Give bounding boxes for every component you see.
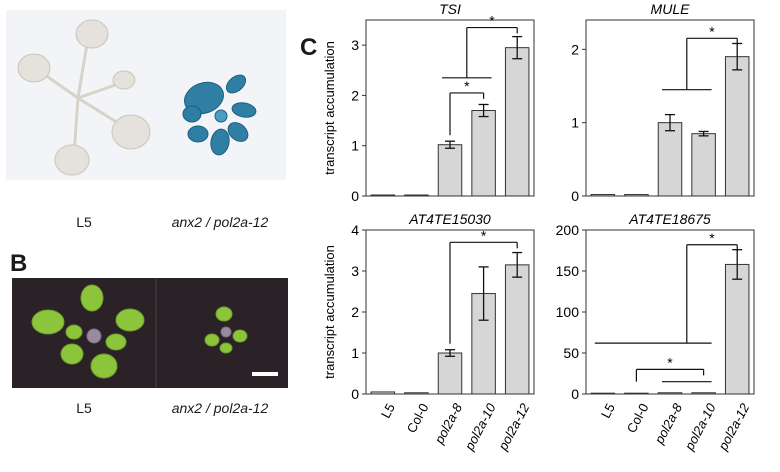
- chart-4-bar: [691, 392, 716, 395]
- chart-4-xtick-label: pol2a-12: [715, 400, 753, 453]
- chart-3-xtick-label: Col-0: [404, 401, 432, 435]
- chart-2-bar: [590, 194, 616, 197]
- chart-4-ytick-label: 150: [556, 263, 580, 279]
- chart-4-xtick-label: Col-0: [624, 401, 652, 435]
- chart-3-ytick-label: 4: [351, 222, 359, 238]
- panel-a-photo: [6, 10, 286, 180]
- chart-4-bar: [590, 392, 616, 395]
- chart-4-ytick-label: 100: [556, 304, 580, 320]
- mutant-gus-rosette: [182, 74, 257, 156]
- chart-2-ytick-label: 2: [571, 41, 579, 57]
- chart-1-bar: [437, 144, 463, 197]
- chart-2-bar: [624, 194, 649, 197]
- chart-4-ytick-label: 200: [556, 222, 580, 238]
- chart-3-title: AT4TE15030: [408, 211, 491, 227]
- l5-gus-rosette: [17, 19, 151, 176]
- chart-3-bar: [404, 392, 429, 395]
- chart-1-ytick-label: 2: [351, 87, 359, 103]
- l5-seedling: [31, 284, 145, 379]
- chart-2-bar: [657, 122, 683, 197]
- chart-3-ytick-label: 1: [351, 345, 359, 361]
- chart-4-significance-star: *: [667, 354, 673, 370]
- panel-c-letter: C: [300, 34, 318, 61]
- chart-1-ylabel: transcript accumulation: [322, 41, 337, 175]
- chart-4-significance-star: *: [709, 230, 715, 246]
- scale-bar: [252, 372, 278, 376]
- chart-1-ytick-label: 1: [351, 138, 359, 154]
- chart-2-title: MULE: [651, 1, 691, 17]
- chart-4-bar: [657, 392, 683, 395]
- chart-3-bar: [437, 352, 463, 395]
- chart-2-bar: [691, 133, 716, 197]
- chart-4-ytick-label: 0: [571, 386, 579, 402]
- chart-4-ytick-label: 50: [563, 345, 579, 361]
- chart-3-ytick-label: 2: [351, 304, 359, 320]
- chart-1-title: TSI: [439, 1, 461, 17]
- chart-1-ytick-label: 3: [351, 37, 359, 53]
- mutant-seedling: [204, 306, 248, 354]
- panel-a-left-label: L5: [76, 214, 92, 230]
- chart-4-xtick-label: pol2a-10: [681, 400, 719, 453]
- chart-3-xtick-label: pol2a-8: [431, 400, 465, 447]
- chart-1-bar: [370, 194, 396, 197]
- chart-3-ytick-label: 0: [351, 386, 359, 402]
- chart-4-xtick-label: L5: [598, 401, 618, 421]
- panel-b-photo: [12, 278, 288, 388]
- panel-a-right-label: anx2 / pol2a-12: [171, 214, 269, 230]
- chart-1-significance-star: *: [464, 78, 470, 94]
- chart-1-significance-star: *: [489, 13, 495, 29]
- panel-b-letter: B: [10, 250, 28, 277]
- chart-3-xtick-label: pol2a-10: [461, 400, 499, 453]
- chart-1-bar: [471, 110, 496, 197]
- chart-3-ytick-label: 3: [351, 263, 359, 279]
- chart-2-bar: [724, 56, 750, 197]
- panel-b-left-label: L5: [76, 400, 92, 416]
- chart-4-bar: [624, 392, 649, 395]
- chart-4-title: AT4TE18675: [628, 211, 711, 227]
- chart-4-bar: [724, 263, 750, 395]
- chart-3-significance-star: *: [481, 227, 487, 243]
- panel-c-charts: TSI 0 1 2 3 transcript accumulation * * MULE 0 1 2 *…: [322, 1, 755, 453]
- chart-1-ytick-label: 0: [351, 188, 359, 204]
- chart-3-xtick-label: L5: [378, 401, 398, 421]
- chart-1-bar: [404, 194, 429, 197]
- chart-2-ytick-label: 0: [571, 188, 579, 204]
- chart-3-ylabel: transcript accumulation: [322, 245, 337, 379]
- chart-3-bar: [504, 264, 530, 395]
- chart-3-xtick-label: pol2a-12: [495, 400, 533, 453]
- panel-b-right-label: anx2 / pol2a-12: [171, 400, 269, 416]
- chart-4-xtick-label: pol2a-8: [651, 400, 685, 447]
- chart-1-bar: [504, 47, 530, 197]
- chart-2-ytick-label: 1: [571, 115, 579, 131]
- chart-2-significance-star: *: [709, 23, 715, 39]
- chart-3-bar: [370, 391, 396, 395]
